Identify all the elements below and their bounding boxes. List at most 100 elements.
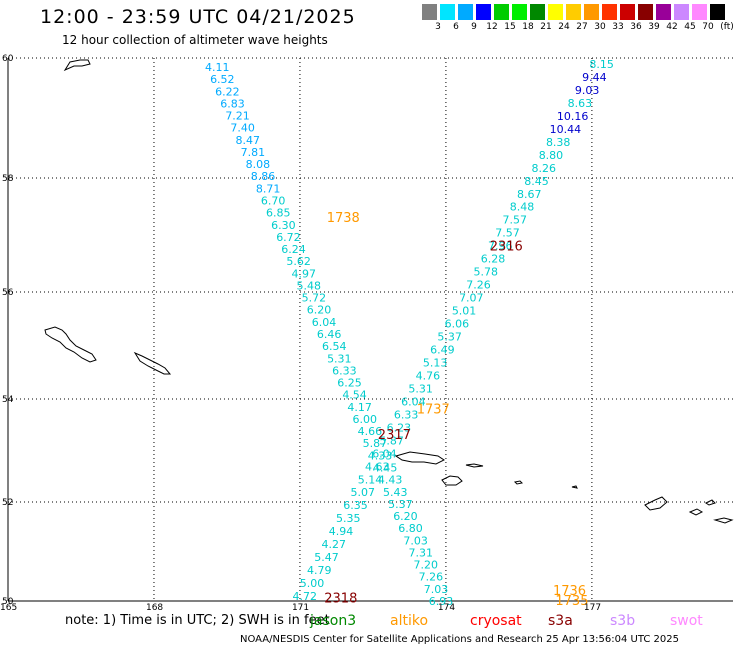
swh-value: 5.48 [297,279,322,292]
island-small3 [571,485,578,489]
track-2316-2318: 8.159.449.038.6310.1610.448.388.808.268.… [293,58,614,603]
swh-value: 6.49 [430,343,455,356]
swh-value: 5.14 [358,473,383,486]
swh-value: 6.30 [271,219,296,232]
swh-value: 6.24 [281,243,306,256]
satellite-jason3: jason3 [310,613,357,629]
swh-value: 4.97 [291,267,316,280]
scale-swatch [638,4,653,20]
pass-time-label: 1738 [327,211,360,226]
track-1737-1738: 4.116.526.226.837.217.408.477.818.088.86… [205,61,453,608]
swh-value: 6.54 [322,340,347,353]
scale-label: 42 [666,22,678,32]
swh-value: 10.44 [550,123,582,136]
scale-label: 27 [576,22,588,32]
swh-value: 8.63 [568,97,593,110]
pass-time-label: 1737 [417,402,450,417]
scale-swatch [674,4,689,20]
swh-value: 4.27 [322,538,347,551]
altimeter-tracks: 4.116.526.226.837.217.408.477.818.088.86… [205,58,614,608]
swh-value: 5.87 [379,434,404,447]
scale-label: 3 [435,22,441,32]
swh-value: 6.20 [307,304,332,317]
swh-value: 4.63 [365,460,390,473]
lon-label: 171 [292,603,309,613]
swh-value: 8.38 [546,136,571,149]
pass-time-label: 2317 [378,428,411,443]
scale-swatch [530,4,545,20]
scale-swatch [620,4,635,20]
swh-value: 5.00 [300,577,325,590]
swh-value: 6.06 [445,318,470,331]
swh-value: 6.52 [210,73,235,86]
swh-value: 7.03 [424,583,449,596]
swh-value: 6.83 [220,97,245,110]
lat-label: 50 [2,597,14,607]
swh-value: 6.46 [317,328,342,341]
swh-value: 7.57 [503,214,528,227]
island-right2 [688,508,704,516]
swh-value: 4.66 [358,425,383,438]
swh-value: 6.04 [312,316,337,329]
scale-label: 6 [453,22,459,32]
scale-swatch [602,4,617,20]
scale-swatch [422,4,437,20]
swh-value: 8.08 [246,158,271,171]
swh-value: 8.15 [589,58,614,71]
swh-value: 5.07 [350,486,375,499]
swh-value: 5.31 [327,352,352,365]
swh-value: 4.11 [205,61,230,74]
swh-value: 5.31 [408,382,433,395]
lon-label: 177 [584,603,601,613]
swh-value: 4.33 [368,449,393,462]
swh-value: 6.80 [398,522,423,535]
swh-value: 8.45 [524,175,549,188]
swh-value: 5.78 [474,266,499,279]
swh-value: 6.33 [394,408,419,421]
island-agattu [441,475,463,486]
lat-label: 52 [2,498,13,508]
scale-swatch [512,4,527,20]
swh-value: 8.47 [235,134,260,147]
swh-value: 6.23 [387,421,412,434]
scale-swatch [476,4,491,20]
lon-label: 174 [438,603,455,613]
island-right3 [705,499,716,506]
scale-swatch [440,4,455,20]
swh-value: 4.79 [307,564,332,577]
scale-swatch [566,4,581,20]
swh-value: 5.37 [437,331,462,344]
map-grid [7,57,733,602]
scale-swatch [584,4,599,20]
lat-label: 58 [2,174,14,184]
swh-value: 5.47 [314,551,339,564]
swh-value: 6.04 [372,447,397,460]
swh-value: 8.48 [510,201,535,214]
scale-swatch [656,4,671,20]
swh-value: 6.70 [261,195,286,208]
scale-unit: (ft) [720,22,734,32]
swh-value: 6.35 [343,499,368,512]
island-small1 [465,463,484,468]
satellite-s3a: s3a [548,613,573,629]
swh-value: 5.01 [452,305,477,318]
chart-title: 12:00 - 23:59 UTC 04/21/2025 [40,6,356,28]
swh-value: 7.07 [459,292,484,305]
swh-value: 4.72 [293,590,318,603]
lat-label: 54 [2,395,14,405]
swh-value: 8.26 [531,162,556,175]
swh-value: 6.85 [266,207,291,220]
scale-label: 70 [702,22,714,32]
scale-label: 39 [648,22,660,32]
swh-value: 6.72 [276,231,301,244]
swh-value: 4.54 [342,389,367,402]
credit-line: NOAA/NESDIS Center for Satellite Applica… [240,634,679,645]
scale-swatch [692,4,707,20]
scale-label: 15 [504,22,516,32]
swh-value: 4.76 [416,369,441,382]
scale-swatch [494,4,509,20]
swh-value: 7.40 [230,122,255,135]
island-attu [394,451,445,465]
pass-time-label: 1736 [553,584,586,599]
